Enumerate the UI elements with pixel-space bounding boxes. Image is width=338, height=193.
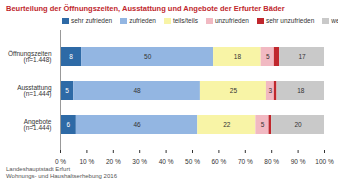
svg-text:10 %: 10 % (79, 158, 94, 165)
svg-text:70 %: 70 % (238, 158, 253, 165)
svg-text:5: 5 (266, 53, 270, 60)
svg-text:3: 3 (269, 87, 273, 94)
html-text:teils/teils: teils/teils (173, 17, 198, 24)
svg-text:50 %: 50 % (185, 158, 200, 165)
svg-text:8: 8 (69, 53, 73, 60)
svg-text:100 %: 100 % (315, 158, 334, 165)
svg-text:5: 5 (261, 121, 265, 128)
html-text:sehr unzufrieden: sehr unzufrieden (265, 17, 315, 24)
svg-text:48: 48 (133, 87, 141, 94)
html-text:unzufrieden: unzufrieden (214, 17, 249, 24)
svg-text:80 %: 80 % (264, 158, 279, 165)
svg-text:18: 18 (234, 53, 242, 60)
svg-text:Ausstattung(n=1.444): Ausstattung(n=1.444) (17, 84, 52, 99)
svg-text:50: 50 (144, 53, 152, 60)
svg-text:Öffnungszeiten(n=1.448): Öffnungszeiten(n=1.448) (8, 50, 52, 65)
svg-text:20: 20 (294, 121, 302, 128)
html-text:Landeshauptstadt Erfurt: Landeshauptstadt Erfurt (6, 166, 70, 172)
html-text:Beurteilung der Öffnungszeiten: Beurteilung der Öffnungszeiten, Ausstatt… (6, 4, 285, 13)
html-text:Wohnungs- und Haushaltserhebun: Wohnungs- und Haushaltserhebung 2016 (6, 173, 117, 179)
html-text:zufrieden: zufrieden (129, 17, 156, 24)
svg-text:6: 6 (67, 121, 71, 128)
svg-text:Angebote(n=1.444): Angebote(n=1.444) (23, 118, 51, 133)
svg-text:46: 46 (133, 121, 141, 128)
svg-text:40 %: 40 % (159, 158, 174, 165)
svg-text:30 %: 30 % (132, 158, 147, 165)
svg-text:18: 18 (297, 87, 305, 94)
svg-text:22: 22 (223, 121, 231, 128)
svg-text:0 %: 0 % (55, 158, 66, 165)
svg-text:17: 17 (298, 53, 306, 60)
svg-text:5: 5 (65, 87, 69, 94)
svg-text:60 %: 60 % (211, 158, 226, 165)
svg-text:20 %: 20 % (106, 158, 121, 165)
svg-text:90 %: 90 % (291, 158, 306, 165)
html-text:sehr zufrieden: sehr zufrieden (71, 17, 113, 24)
svg-text:25: 25 (230, 87, 238, 94)
